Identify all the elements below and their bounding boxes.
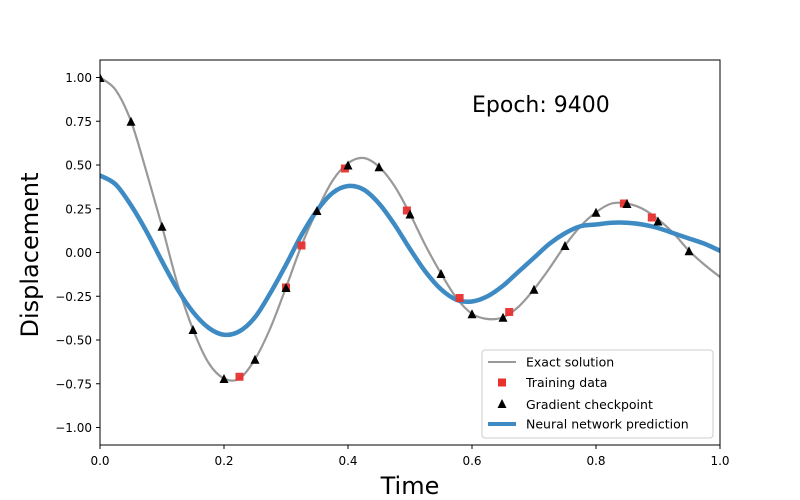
x-tick-label: 0.0 — [90, 454, 109, 468]
legend-swatch-checkpoint — [497, 399, 507, 408]
gradient-checkpoint-point — [405, 209, 415, 219]
legend-box — [481, 349, 714, 439]
legend-label-exact: Exact solution — [526, 355, 614, 370]
gradient-checkpoint-point — [250, 354, 260, 364]
gradient-checkpoint-point — [653, 216, 663, 226]
x-tick-label: 1.0 — [710, 454, 729, 468]
y-tick-label: −0.25 — [55, 290, 92, 304]
x-tick-label: 0.2 — [214, 454, 233, 468]
training-data-point — [619, 199, 628, 208]
training-data-point — [297, 241, 306, 250]
y-tick-label: 0.25 — [65, 202, 92, 216]
y-tick-label: −0.50 — [55, 334, 92, 348]
training-data-point — [455, 294, 464, 302]
ticks-layer: 0.0 0.2 0.4 0.6 0.8 1.0 −1.00 −0.75 −0.50 −0.25 0.… — [55, 71, 729, 468]
gradient-checkpoint-point — [684, 246, 694, 256]
training-data-point — [402, 206, 411, 215]
series-layer — [100, 73, 720, 383]
gradient-checkpoint-point — [188, 325, 198, 334]
gradient-checkpoint-point — [467, 309, 477, 319]
gradient-checkpoint-point — [498, 312, 508, 322]
gradient-checkpoint-point — [126, 116, 136, 126]
y-tick-label: 0.50 — [65, 159, 92, 173]
x-axis-title: Time — [380, 472, 440, 500]
gradient-checkpoint-point — [281, 283, 291, 292]
legend-label-nn: Neural network prediction — [526, 417, 689, 432]
y-axis-title: Displacement — [16, 173, 44, 338]
y-tick-label: 0.00 — [65, 246, 92, 260]
training-data-point — [647, 213, 656, 222]
y-tick-label: −1.00 — [55, 421, 92, 435]
gradient-checkpoint-point — [100, 73, 105, 82]
gradient-checkpoint-point — [343, 160, 353, 170]
annotation-epoch: Epoch: 9400 — [472, 93, 610, 118]
legend-label-checkpoint: Gradient checkpoint — [526, 397, 653, 412]
gradient-checkpoint-point — [436, 269, 446, 278]
y-tick-label: −0.75 — [55, 377, 92, 391]
y-tick-label: 0.75 — [65, 115, 92, 129]
gradient-checkpoint-point — [312, 206, 322, 215]
legend-swatch-training — [498, 378, 506, 387]
gradient-checkpoint-point — [591, 207, 601, 217]
y-tick-label: 1.00 — [65, 71, 92, 85]
x-tick-label: 0.8 — [586, 454, 605, 468]
training-data-point — [505, 308, 514, 316]
gradient-checkpoint-point — [529, 284, 539, 294]
gradient-checkpoint-point — [374, 162, 384, 172]
x-tick-label: 0.6 — [462, 454, 481, 468]
gradient-checkpoint-point — [219, 374, 229, 383]
gradient-checkpoint-point — [622, 199, 632, 208]
legend: Exact solution Training data Gradient ch… — [481, 349, 714, 439]
training-data-point — [235, 372, 244, 381]
gradient-checkpoint-point — [560, 241, 570, 250]
series-neural-network-prediction — [100, 173, 720, 338]
x-tick-label: 0.4 — [338, 454, 357, 468]
gradient-checkpoint-point — [157, 221, 167, 231]
legend-label-training: Training data — [525, 375, 607, 390]
